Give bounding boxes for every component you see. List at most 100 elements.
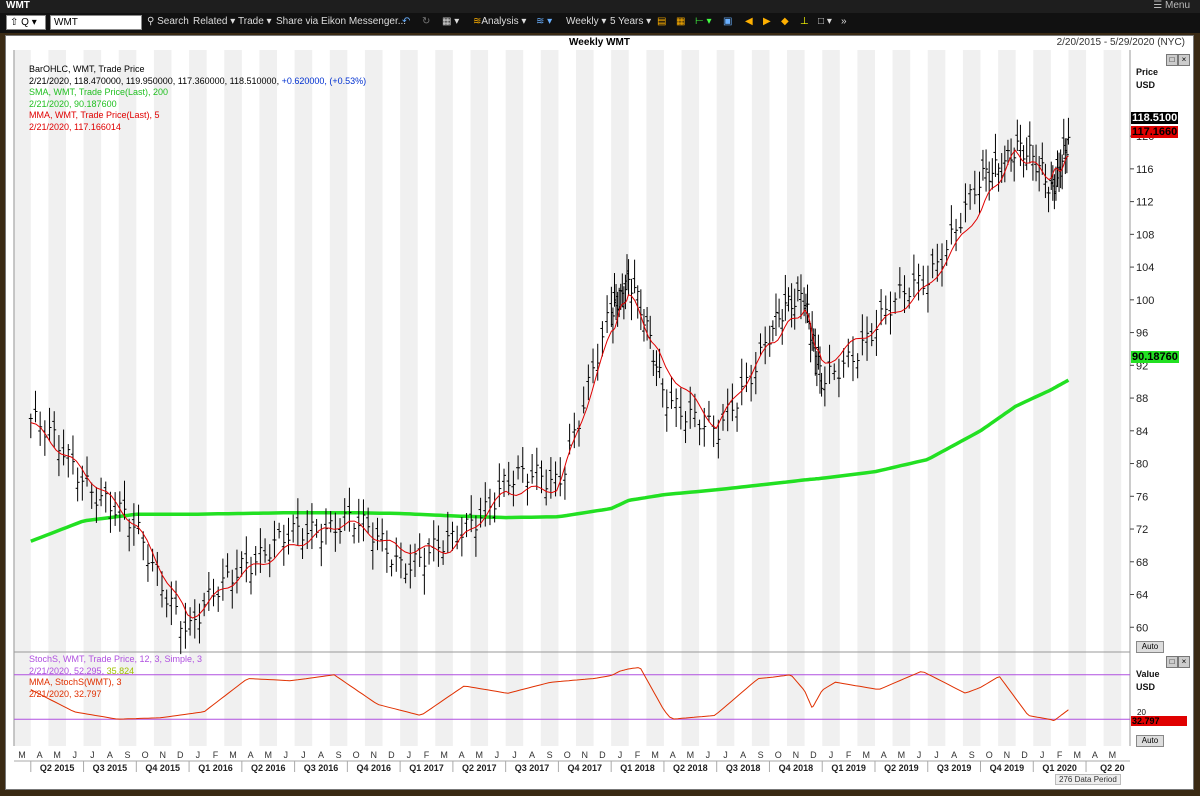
ticker-input[interactable]: WMT bbox=[50, 15, 142, 30]
stoch-close-icon[interactable]: × bbox=[1178, 656, 1190, 668]
data-period-label: 276 Data Period bbox=[1055, 774, 1121, 785]
ohlc-bar bbox=[473, 515, 478, 557]
scroll-right-icon[interactable]: ▶ bbox=[763, 16, 771, 27]
share-button[interactable]: Share via Eikon Messenger... bbox=[276, 16, 407, 27]
ohlc-bar bbox=[610, 307, 615, 344]
ohlc-bar bbox=[534, 447, 539, 491]
ohlc-bar bbox=[586, 364, 591, 401]
range-select[interactable]: 5 Years ▾ bbox=[610, 16, 652, 27]
ohlc-bar bbox=[141, 531, 146, 561]
ohlc-bar bbox=[972, 170, 977, 205]
ohlc-bar bbox=[850, 336, 855, 382]
ohlc-bar bbox=[145, 544, 150, 582]
trade-menu[interactable]: Trade ▾ bbox=[238, 16, 272, 27]
x-quarter-label: Q3 2017 bbox=[515, 763, 550, 773]
x-quarter-label: Q4 2018 bbox=[779, 763, 814, 773]
stoch-mma-tag: 32.797 bbox=[1131, 716, 1187, 726]
ohlc-bar bbox=[786, 287, 791, 312]
ohlc-bar bbox=[669, 376, 674, 409]
related-menu[interactable]: Related ▾ bbox=[193, 16, 236, 27]
mma-price-tag: 117.1660 bbox=[1131, 126, 1179, 138]
x-month-label: M bbox=[264, 750, 272, 760]
ohlc-bar bbox=[1064, 138, 1069, 174]
ohlc-bar bbox=[1066, 117, 1071, 145]
month-shade bbox=[48, 50, 66, 746]
ohlc-bar bbox=[990, 158, 995, 190]
scroll-left-icon[interactable]: ◀ bbox=[745, 16, 753, 27]
stoch-auto-button[interactable]: Auto bbox=[1136, 735, 1164, 747]
x-month-label: M bbox=[53, 750, 61, 760]
legend-sma-title: SMA, WMT, Trade Price(Last), 200 bbox=[29, 87, 169, 97]
ohlc-bar bbox=[819, 372, 824, 397]
ohlc-bar bbox=[930, 248, 935, 279]
stoch-axis-title: Value bbox=[1136, 669, 1160, 679]
reset-icon[interactable]: ⊥ bbox=[800, 16, 809, 27]
x-quarter-label: Q1 2017 bbox=[409, 763, 444, 773]
y-tick-label: 84 bbox=[1136, 426, 1148, 438]
ohlc-bar bbox=[56, 435, 61, 477]
pane-close-icon[interactable]: × bbox=[1178, 54, 1190, 66]
ohlc-bar bbox=[993, 133, 998, 177]
ohlc-bar bbox=[1005, 139, 1010, 165]
ohlc-bar bbox=[879, 289, 884, 326]
ohlc-bar bbox=[356, 498, 361, 543]
ohlc-bar bbox=[300, 528, 305, 559]
ohlc-bar bbox=[789, 283, 794, 328]
studies-icon[interactable]: ≋ ▾ bbox=[536, 16, 553, 27]
x-month-label: J bbox=[917, 750, 922, 760]
ohlc-bar bbox=[744, 362, 749, 393]
ohlc-bar bbox=[688, 386, 693, 429]
ohlc-bar bbox=[70, 435, 75, 475]
ohlc-bar bbox=[370, 522, 375, 570]
fit-vertical-icon[interactable]: ◆ bbox=[781, 16, 789, 27]
ohlc-bar bbox=[996, 163, 1001, 192]
search-button[interactable]: ⚲ Search bbox=[147, 16, 189, 27]
x-month-label: A bbox=[951, 750, 957, 760]
ohlc-bar bbox=[827, 344, 832, 384]
ohlc-bar bbox=[159, 571, 164, 608]
x-quarter-label: Q3 2018 bbox=[726, 763, 761, 773]
ohlc-bar bbox=[1037, 156, 1042, 192]
analysis-menu[interactable]: ≋Analysis ▾ bbox=[473, 16, 527, 27]
legend-bar-title: BarOHLC, WMT, Trade Price bbox=[29, 64, 145, 74]
folder-icon[interactable]: ▦ ▾ bbox=[442, 16, 460, 27]
x-month-label: F bbox=[846, 750, 852, 760]
line-chart-icon[interactable]: ▤ bbox=[657, 16, 667, 27]
ohlc-bar bbox=[319, 523, 324, 567]
ohlc-bar bbox=[902, 275, 907, 314]
month-shade bbox=[153, 50, 172, 746]
ohlc-bar bbox=[1024, 137, 1029, 171]
ohlc-bar bbox=[897, 267, 902, 299]
stoch-maximize-icon[interactable]: □ bbox=[1166, 656, 1178, 668]
x-month-label: M bbox=[651, 750, 659, 760]
x-quarter-label: Q2 2016 bbox=[251, 763, 286, 773]
ohlc-bar bbox=[192, 599, 197, 639]
stoch-mma-value: 2/21/2020, 32.797 bbox=[29, 688, 102, 699]
undo-icon[interactable]: ↶ bbox=[402, 16, 411, 27]
x-quarter-label: Q3 2015 bbox=[93, 763, 128, 773]
ohlc-bar bbox=[277, 522, 282, 539]
redo-icon[interactable]: ↻ bbox=[422, 16, 431, 27]
ric-type-selector[interactable]: ⇧ Q ▾ bbox=[6, 15, 46, 30]
ohlc-bar bbox=[692, 393, 697, 428]
crosshair-icon[interactable]: ⊢ ▾ bbox=[695, 16, 712, 27]
ohlc-bar bbox=[678, 387, 683, 430]
x-quarter-label: Q1 2016 bbox=[198, 763, 233, 773]
ohlc-bar bbox=[773, 293, 778, 336]
export-icon[interactable]: □ ▾ bbox=[818, 16, 832, 27]
ohlc-bar bbox=[375, 517, 380, 551]
legend-ohlc: 2/21/2020, 118.470000, 119.950000, 117.3… bbox=[29, 75, 280, 86]
compare-icon[interactable]: ▦ bbox=[676, 16, 686, 27]
legend-sma-value: 2/21/2020, 90.187600 bbox=[29, 98, 117, 109]
x-month-label: M bbox=[476, 750, 484, 760]
more-icon[interactable]: » bbox=[841, 16, 847, 27]
ohlc-bar bbox=[539, 460, 544, 494]
menu-button[interactable]: ☰ Menu bbox=[1153, 0, 1190, 11]
x-month-label: A bbox=[318, 750, 324, 760]
pane-maximize-icon[interactable]: □ bbox=[1166, 54, 1178, 66]
ohlc-bar bbox=[169, 581, 174, 626]
interval-select[interactable]: Weekly ▾ bbox=[566, 16, 607, 27]
price-auto-button[interactable]: Auto bbox=[1136, 641, 1164, 653]
zoom-icon[interactable]: ▣ bbox=[723, 16, 733, 27]
